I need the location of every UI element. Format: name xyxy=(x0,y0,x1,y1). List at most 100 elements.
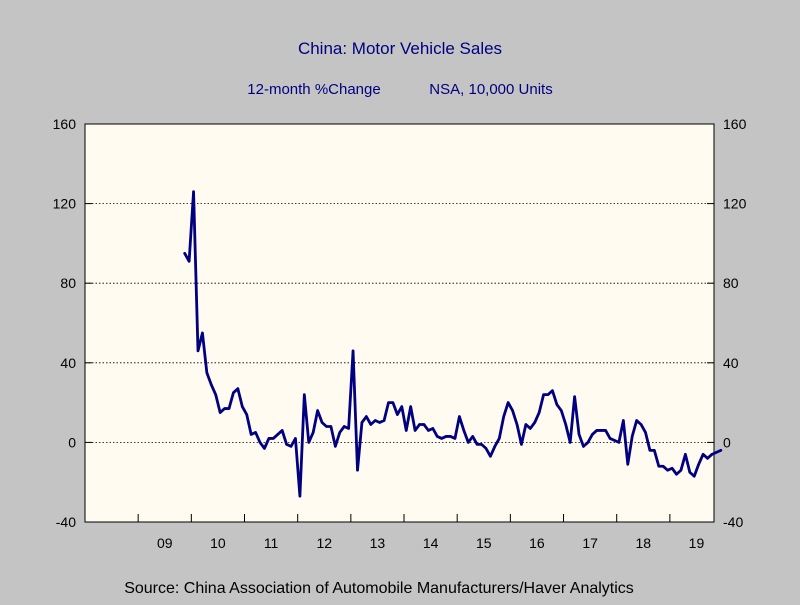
data-point-53 xyxy=(418,423,421,426)
data-point-117 xyxy=(701,453,705,456)
data-point-54 xyxy=(422,423,426,426)
data-point-106 xyxy=(653,449,656,452)
data-point-43 xyxy=(374,419,377,422)
data-point-96 xyxy=(608,437,612,440)
y-tick-label-right-2: 80 xyxy=(723,275,739,291)
x-tick-label-10: 19 xyxy=(689,535,705,551)
data-point-52 xyxy=(413,429,417,432)
data-point-11 xyxy=(232,391,235,394)
x-tick-label-3: 12 xyxy=(316,535,332,551)
data-point-8 xyxy=(218,411,222,414)
data-point-26 xyxy=(298,494,302,498)
x-tick-label-8: 17 xyxy=(582,535,598,551)
data-point-42 xyxy=(369,423,372,426)
data-point-98 xyxy=(617,441,621,444)
data-point-113 xyxy=(684,453,687,456)
data-point-116 xyxy=(697,463,700,466)
data-point-17 xyxy=(258,441,262,444)
data-point-110 xyxy=(670,467,674,470)
data-point-18 xyxy=(263,447,266,450)
data-point-0 xyxy=(183,252,186,255)
data-point-48 xyxy=(396,413,399,416)
data-point-79 xyxy=(533,421,536,424)
data-point-75 xyxy=(515,423,519,426)
data-point-73 xyxy=(506,401,510,404)
data-point-24 xyxy=(289,445,293,448)
data-point-100 xyxy=(626,463,629,466)
data-point-89 xyxy=(577,433,581,436)
data-point-30 xyxy=(316,409,319,412)
data-point-63 xyxy=(462,429,466,432)
data-point-71 xyxy=(498,437,501,440)
data-point-103 xyxy=(639,423,643,426)
data-point-5 xyxy=(205,371,209,374)
data-point-4 xyxy=(201,331,204,335)
data-point-114 xyxy=(688,471,692,474)
data-point-29 xyxy=(311,431,315,434)
data-point-51 xyxy=(409,405,412,408)
data-point-119 xyxy=(710,453,714,456)
y-tick-label-right-1: 120 xyxy=(723,196,747,212)
source-note: Source: China Association of Automobile … xyxy=(124,580,634,597)
chart-subtitle-right: NSA, 10,000 Units xyxy=(429,81,552,98)
data-point-55 xyxy=(427,429,430,432)
data-point-64 xyxy=(467,441,470,444)
data-point-104 xyxy=(644,431,647,434)
data-point-60 xyxy=(449,435,452,438)
data-point-95 xyxy=(604,429,607,432)
data-point-70 xyxy=(493,445,497,448)
data-point-27 xyxy=(303,393,306,396)
data-point-40 xyxy=(360,421,364,424)
data-point-90 xyxy=(582,445,585,448)
x-tick-label-9: 18 xyxy=(635,535,651,551)
data-point-34 xyxy=(334,445,337,448)
y-tick-label-left-4: 0 xyxy=(68,434,76,450)
data-point-33 xyxy=(329,425,333,428)
data-point-14 xyxy=(245,413,248,416)
x-tick-label-0: 09 xyxy=(157,535,173,551)
data-point-9 xyxy=(223,407,226,410)
data-point-16 xyxy=(254,431,257,434)
data-point-12 xyxy=(236,387,240,390)
data-point-65 xyxy=(471,435,474,438)
data-point-19 xyxy=(267,437,271,440)
data-point-10 xyxy=(227,407,231,410)
data-point-58 xyxy=(440,437,443,440)
y-tick-label-left-1: 120 xyxy=(53,196,77,212)
x-tick-label-7: 16 xyxy=(529,535,545,551)
tick-layer: 160 160 120 120 80 80 40 40 0 0 -40 -40 09 10 11 12 13 14… xyxy=(53,116,747,551)
data-point-20 xyxy=(272,437,275,440)
data-point-67 xyxy=(480,443,483,446)
data-point-6 xyxy=(210,383,213,386)
y-tick-label-left-3: 40 xyxy=(60,355,76,371)
data-point-94 xyxy=(599,429,603,432)
data-point-77 xyxy=(524,423,528,426)
data-point-21 xyxy=(276,433,279,436)
data-point-59 xyxy=(444,435,448,438)
y-tick-label-right-5: -40 xyxy=(723,514,743,530)
data-point-118 xyxy=(706,457,709,460)
data-point-105 xyxy=(648,449,652,452)
data-point-81 xyxy=(542,393,545,396)
data-point-32 xyxy=(325,425,328,428)
data-point-62 xyxy=(458,415,461,418)
data-point-37 xyxy=(347,427,350,430)
data-point-107 xyxy=(657,465,660,468)
data-point-99 xyxy=(622,419,625,422)
x-tick-label-2: 11 xyxy=(264,535,279,551)
data-point-15 xyxy=(249,433,253,436)
y-tick-label-left-0: 160 xyxy=(53,116,77,132)
plot-area xyxy=(84,123,715,523)
data-point-50 xyxy=(405,429,408,432)
data-point-46 xyxy=(387,401,390,404)
data-point-102 xyxy=(635,419,638,422)
data-point-87 xyxy=(568,441,572,444)
data-point-39 xyxy=(356,469,359,472)
data-point-61 xyxy=(453,437,457,440)
chart-title: China: Motor Vehicle Sales xyxy=(298,39,502,58)
data-point-45 xyxy=(382,419,386,422)
data-point-36 xyxy=(343,425,346,428)
data-point-22 xyxy=(280,429,284,432)
